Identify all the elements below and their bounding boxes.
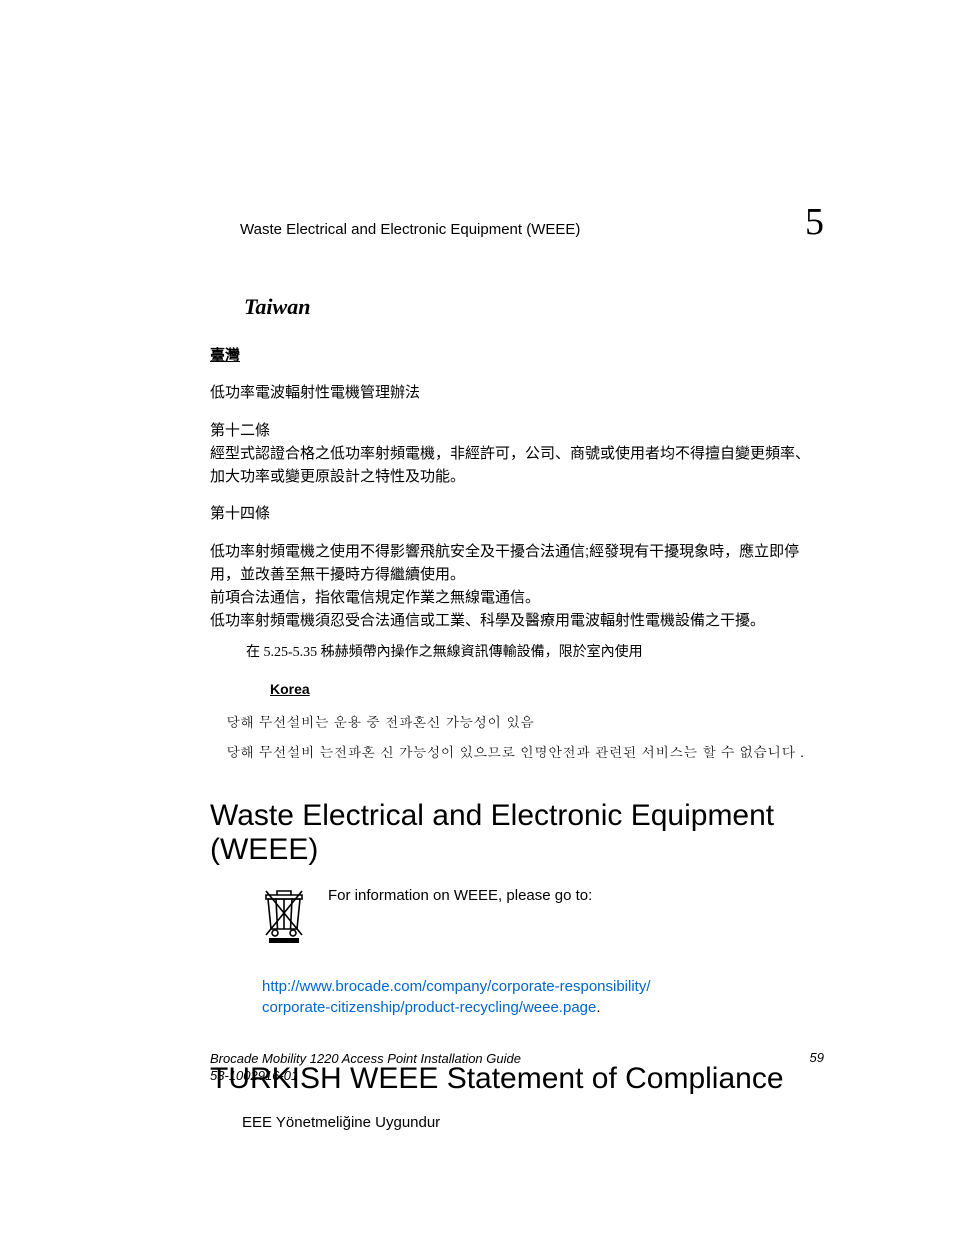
- korea-line-2: 당해 무선설비 는전파혼 신 가능성이 있으므로 인명안전과 관련된 서비스는 …: [226, 741, 824, 761]
- running-header-title: Waste Electrical and Electronic Equipmen…: [240, 221, 580, 238]
- taiwan-art14-p1: 低功率射頻電機之使用不得影響飛航安全及干擾合法通信;經發現有干擾現象時，應立即停…: [210, 543, 799, 583]
- taiwan-heading: Taiwan: [244, 294, 824, 320]
- weee-link[interactable]: http://www.brocade.com/company/corporate…: [262, 978, 651, 1016]
- taiwan-art12-body: 經型式認證合格之低功率射頻電機，非經許可，公司、商號或使用者均不得擅自變更頻率、…: [210, 445, 810, 485]
- korea-heading: Korea: [270, 681, 824, 697]
- weee-intro-text: For information on WEEE, please go to:: [328, 885, 592, 904]
- weee-link-block: http://www.brocade.com/company/corporate…: [262, 976, 824, 1018]
- chapter-number: 5: [805, 200, 824, 244]
- taiwan-art12-label: 第十二條: [210, 422, 270, 439]
- taiwan-art14-p3: 低功率射頻電機須忍受合法通信或工業、科學及醫療用電波輻射性電機設備之干擾。: [210, 612, 765, 629]
- taiwan-indoor-note: 在 5.25-5.35 秭赫頻帶內操作之無線資訊傳輸設備，限於室內使用: [246, 641, 824, 661]
- running-header: Waste Electrical and Electronic Equipmen…: [210, 200, 824, 244]
- footer-doc-title: Brocade Mobility 1220 Access Point Insta…: [210, 1051, 521, 1066]
- korea-line-1: 당해 무선설비는 운용 중 전파혼신 가능성이 있음: [226, 711, 824, 731]
- weee-heading: Waste Electrical and Electronic Equipmen…: [210, 799, 824, 867]
- taiwan-art14-label: 第十四條: [210, 502, 824, 525]
- taiwan-law-title: 低功率電波輻射性電機管理辦法: [210, 381, 824, 404]
- taiwan-art14-p2: 前項合法通信，指依電信規定作業之無線電通信。: [210, 589, 540, 606]
- footer-page-number: 59: [810, 1050, 824, 1085]
- weee-link-period: .: [596, 999, 600, 1016]
- taiwan-regulatory-block: 臺灣 低功率電波輻射性電機管理辦法 第十二條 經型式認證合格之低功率射頻電機，非…: [210, 344, 824, 633]
- taiwan-label: 臺灣: [210, 347, 240, 364]
- page-footer: Brocade Mobility 1220 Access Point Insta…: [210, 1050, 824, 1085]
- weee-bin-icon: [262, 885, 306, 948]
- footer-doc-number: 53-1002916-01: [210, 1068, 298, 1083]
- turkish-body: EEE Yönetmeliğine Uygundur: [242, 1114, 824, 1131]
